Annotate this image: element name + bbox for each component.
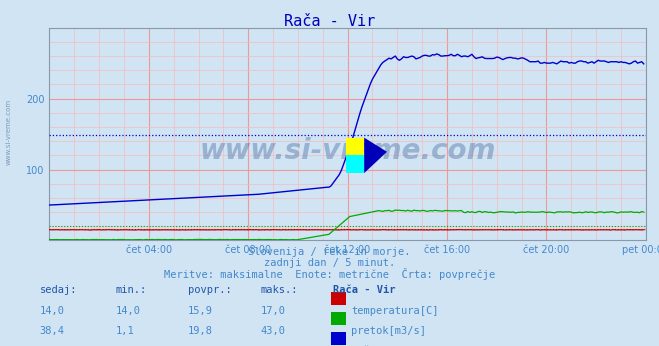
- Text: Meritve: maksimalne  Enote: metrične  Črta: povprečje: Meritve: maksimalne Enote: metrične Črta…: [164, 268, 495, 280]
- Bar: [345, 155, 364, 173]
- Text: www.si-vreme.com: www.si-vreme.com: [200, 137, 496, 165]
- Text: 17,0: 17,0: [260, 306, 285, 316]
- Text: 38,4: 38,4: [40, 326, 65, 336]
- Text: min.:: min.:: [115, 285, 146, 295]
- Polygon shape: [364, 138, 387, 173]
- Text: temperatura[C]: temperatura[C]: [351, 306, 439, 316]
- Text: maks.:: maks.:: [260, 285, 298, 295]
- Text: Rača - Vir: Rača - Vir: [284, 14, 375, 29]
- Text: sedaj:: sedaj:: [40, 285, 77, 295]
- Text: pretok[m3/s]: pretok[m3/s]: [351, 326, 426, 336]
- Text: Rača - Vir: Rača - Vir: [333, 285, 395, 295]
- Text: 19,8: 19,8: [188, 326, 213, 336]
- Text: Slovenija / reke in morje.: Slovenija / reke in morje.: [248, 247, 411, 257]
- Bar: [345, 138, 364, 155]
- Text: 43,0: 43,0: [260, 326, 285, 336]
- Text: 1,1: 1,1: [115, 326, 134, 336]
- Text: www.si-vreme.com: www.si-vreme.com: [5, 98, 11, 165]
- Text: 14,0: 14,0: [115, 306, 140, 316]
- Text: povpr.:: povpr.:: [188, 285, 231, 295]
- Text: 15,9: 15,9: [188, 306, 213, 316]
- Text: zadnji dan / 5 minut.: zadnji dan / 5 minut.: [264, 258, 395, 268]
- Text: 14,0: 14,0: [40, 306, 65, 316]
